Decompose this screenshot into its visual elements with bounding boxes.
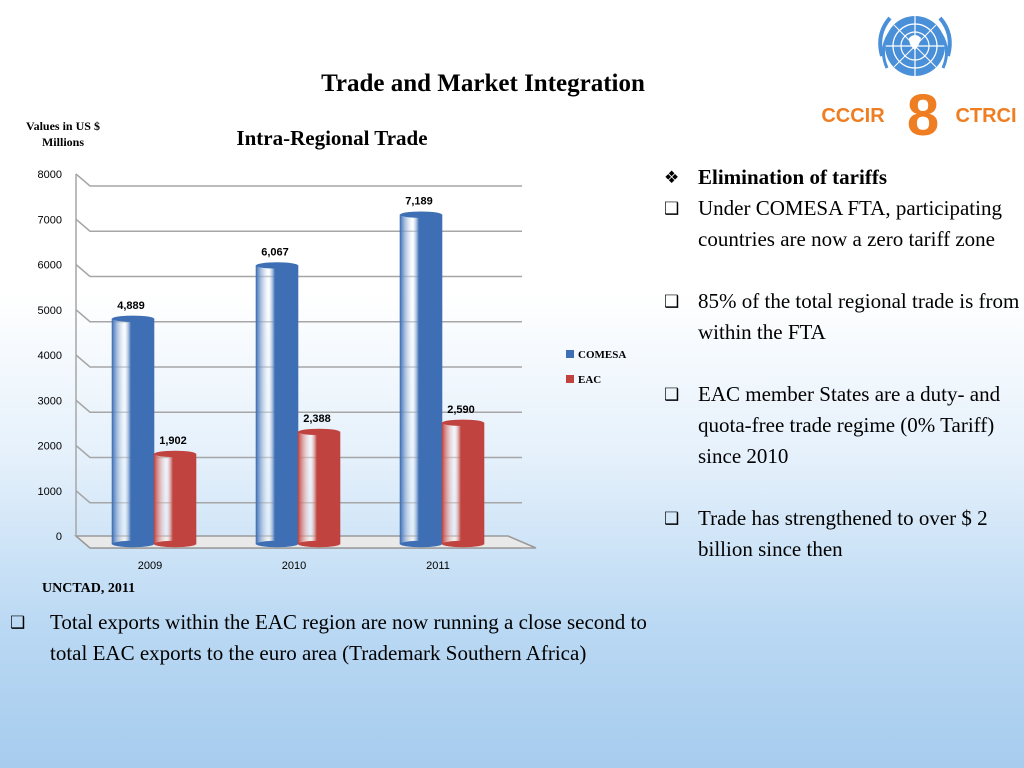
data-label: 4,889 <box>117 300 145 312</box>
checkbox-bullet-icon: ❑ <box>10 613 26 632</box>
bullet-spacer <box>660 472 1020 503</box>
legend-swatch-eac <box>566 375 574 383</box>
y-tick-label: 6000 <box>38 260 62 272</box>
y-tick-label: 4000 <box>38 350 62 362</box>
bullet-item: ❑ Under COMESA FTA, participating countri… <box>660 193 1020 255</box>
bullet-spacer <box>660 255 1020 286</box>
intra-regional-trade-chart: Values in US $ Millions Intra-Regional Tra… <box>0 110 660 610</box>
data-label: 2,590 <box>447 404 475 416</box>
bullet-text: 85% of the total regional trade is from … <box>698 289 1020 344</box>
bar-top-comesa-2010 <box>256 262 298 269</box>
bar-base-eac-2011 <box>442 540 484 548</box>
data-label: 6,067 <box>261 246 289 258</box>
gridline <box>75 309 522 323</box>
bar-comesa-2011 <box>399 214 443 545</box>
checkbox-bullet-icon: ❑ <box>664 385 680 404</box>
logo-right-text: CTRCI <box>955 105 1016 127</box>
data-label: 7,189 <box>405 196 433 208</box>
bar-comesa-2010 <box>255 265 299 545</box>
bullet-item: ❑ EAC member States are a duty- and quota… <box>660 379 1020 472</box>
bar-top-eac-2011 <box>442 419 484 427</box>
bar-top-eac-2009 <box>154 450 196 458</box>
bar-top-eac-2010 <box>298 428 340 436</box>
bar-top-comesa-2011 <box>400 211 442 218</box>
y-tick-label: 7000 <box>38 214 62 226</box>
eca-logo: ECA - CEA CCCIR 8 CTRCI <box>805 4 1024 144</box>
gridline <box>75 399 522 413</box>
y-tick-label: 2000 <box>38 441 62 453</box>
y-axis-label-line2: Millions <box>42 135 84 149</box>
x-tick-label: 2009 <box>138 560 162 572</box>
bullet-spacer <box>660 348 1020 379</box>
chart-source: UNCTAD, 2011 <box>42 581 135 596</box>
bottom-bullet: ❑ Total exports within the EAC region ar… <box>10 607 650 669</box>
bar-chart-svg: Values in US $ Millions Intra-Regional Tra… <box>26 119 626 596</box>
bar-comesa-2009 <box>111 318 155 545</box>
bottom-bullet-list: ❑ Total exports within the EAC region ar… <box>10 607 650 669</box>
legend-swatch-comesa <box>566 350 574 358</box>
gridline <box>75 444 522 459</box>
logo-left-text: CCCIR <box>821 105 885 127</box>
logo-top-text: ECA - CEA <box>900 11 931 17</box>
data-label: 1,902 <box>159 435 187 447</box>
diamond-bullet-icon: ❖ <box>664 168 680 187</box>
bullet-text: Trade has strengthened to over $ 2 billi… <box>698 506 988 561</box>
y-tick-label: 8000 <box>38 169 62 181</box>
logo-numeral: 8 <box>907 83 939 144</box>
bullet-text: EAC member States are a duty- and quota-… <box>698 382 1001 468</box>
y-tick-label: 5000 <box>38 305 62 317</box>
checkbox-bullet-icon: ❑ <box>664 509 680 528</box>
bullet-heading: ❖ Elimination of tariffs <box>660 162 1020 193</box>
bar-eac-2009 <box>153 453 197 545</box>
bar-base-comesa-2011 <box>400 540 442 548</box>
right-bullet-list: ❖ Elimination of tariffs ❑ Under COMESA FTA… <box>660 162 1020 565</box>
bullet-item: ❑ 85% of the total regional trade is from… <box>660 286 1020 348</box>
un-emblem-icon: ECA - CEA CCCIR 8 CTRCI <box>821 11 1016 144</box>
gridline <box>75 218 522 232</box>
y-tick-label: 3000 <box>38 395 62 407</box>
gridline <box>75 263 522 278</box>
bar-eac-2011 <box>441 422 485 545</box>
bottom-bullet-text: Total exports within the EAC region are … <box>50 610 647 665</box>
x-tick-label: 2011 <box>426 560 450 572</box>
gridline <box>75 173 522 187</box>
x-tick-label: 2010 <box>282 560 306 572</box>
checkbox-bullet-icon: ❑ <box>664 292 680 311</box>
bar-base-comesa-2010 <box>256 540 298 548</box>
legend-label-comesa: COMESA <box>578 349 626 361</box>
gridline <box>75 354 522 368</box>
bar-base-eac-2009 <box>154 540 196 548</box>
bar-top-comesa-2009 <box>112 315 154 322</box>
checkbox-bullet-icon: ❑ <box>664 199 680 218</box>
bar-eac-2010 <box>297 431 341 545</box>
bullet-text: Elimination of tariffs <box>698 165 887 189</box>
bar-base-eac-2010 <box>298 540 340 548</box>
bullet-item: ❑ Trade has strengthened to over $ 2 bill… <box>660 503 1020 565</box>
bar-base-comesa-2009 <box>112 540 154 548</box>
chart-title: Intra-Regional Trade <box>236 126 427 150</box>
legend-label-eac: EAC <box>578 374 601 386</box>
gridline <box>75 490 522 504</box>
data-label: 2,388 <box>303 413 331 425</box>
y-tick-label: 0 <box>56 531 62 543</box>
bullet-text: Under COMESA FTA, participating countrie… <box>698 196 1002 251</box>
slide-title: Trade and Market Integration <box>321 70 645 97</box>
y-tick-label: 1000 <box>38 486 62 498</box>
y-axis-label: Values in US $ <box>26 119 100 133</box>
